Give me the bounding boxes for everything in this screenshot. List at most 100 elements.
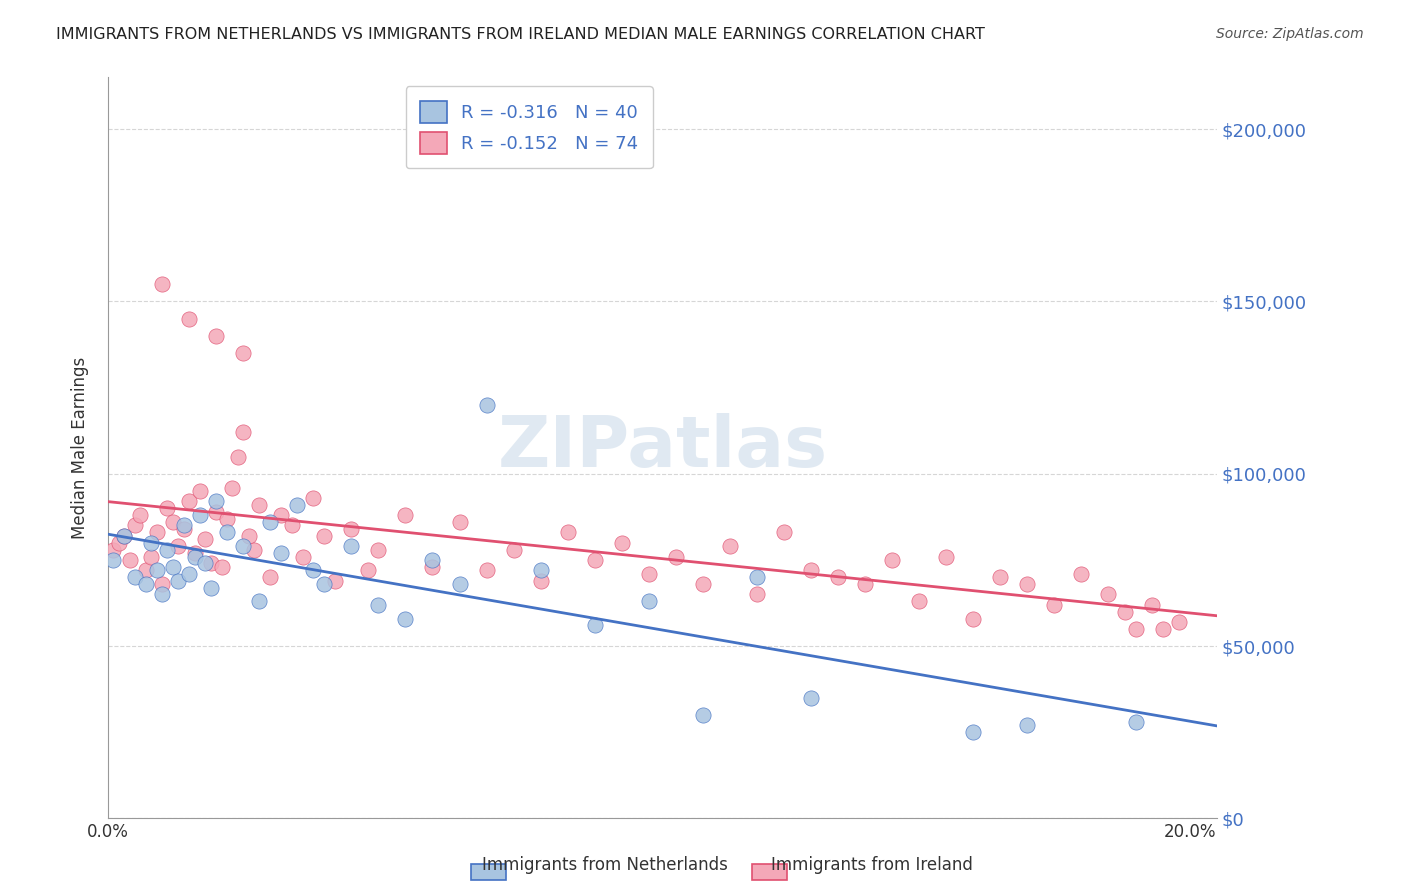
Point	[637, 594, 659, 608]
Point	[150, 587, 173, 601]
Point	[475, 398, 498, 412]
Point	[194, 557, 217, 571]
Point	[1167, 615, 1189, 629]
Y-axis label: Median Male Earnings: Median Male Earnings	[72, 357, 89, 539]
Point	[215, 511, 238, 525]
Point	[150, 277, 173, 292]
Point	[745, 570, 768, 584]
Point	[232, 346, 254, 360]
Point	[107, 535, 129, 549]
Point	[215, 525, 238, 540]
Point	[583, 618, 606, 632]
Point	[188, 483, 211, 498]
Point	[827, 570, 849, 584]
Point	[129, 508, 152, 523]
Point	[367, 542, 389, 557]
Point	[962, 611, 984, 625]
Point	[475, 563, 498, 577]
Point	[1114, 605, 1136, 619]
Point	[205, 505, 228, 519]
Point	[270, 508, 292, 523]
Point	[162, 515, 184, 529]
Point	[156, 542, 179, 557]
Point	[314, 577, 336, 591]
Point	[340, 522, 363, 536]
Point	[156, 501, 179, 516]
Point	[583, 553, 606, 567]
Point	[103, 542, 125, 557]
Point	[637, 566, 659, 581]
Point	[211, 559, 233, 574]
Point	[718, 539, 741, 553]
Point	[141, 535, 163, 549]
Point	[162, 559, 184, 574]
Point	[167, 539, 190, 553]
Point	[422, 553, 444, 567]
Point	[314, 529, 336, 543]
Point	[665, 549, 688, 564]
Point	[167, 574, 190, 588]
Point	[173, 518, 195, 533]
Point	[449, 577, 471, 591]
Point	[853, 577, 876, 591]
Point	[188, 508, 211, 523]
Point	[150, 577, 173, 591]
Point	[249, 594, 271, 608]
Point	[291, 549, 314, 564]
Point	[356, 563, 378, 577]
Point	[908, 594, 931, 608]
Point	[422, 559, 444, 574]
Text: Immigrants from Ireland: Immigrants from Ireland	[770, 856, 973, 874]
Point	[935, 549, 957, 564]
Point	[259, 570, 281, 584]
Point	[141, 549, 163, 564]
Point	[285, 498, 308, 512]
Point	[1140, 598, 1163, 612]
Point	[1070, 566, 1092, 581]
Point	[112, 529, 135, 543]
Point	[238, 529, 260, 543]
Point	[135, 577, 157, 591]
Point	[124, 518, 146, 533]
Point	[1125, 714, 1147, 729]
Point	[1152, 622, 1174, 636]
Point	[302, 563, 325, 577]
Point	[259, 515, 281, 529]
Point	[226, 450, 249, 464]
Point	[270, 546, 292, 560]
Text: Immigrants from Netherlands: Immigrants from Netherlands	[482, 856, 727, 874]
Point	[394, 611, 416, 625]
Point	[530, 574, 553, 588]
Point	[1017, 577, 1039, 591]
Point	[692, 708, 714, 723]
Point	[745, 587, 768, 601]
Point	[249, 498, 271, 512]
Point	[610, 535, 633, 549]
Point	[281, 518, 304, 533]
Point	[988, 570, 1011, 584]
Point	[135, 563, 157, 577]
Point	[449, 515, 471, 529]
Text: Source: ZipAtlas.com: Source: ZipAtlas.com	[1216, 27, 1364, 41]
Point	[200, 581, 222, 595]
Point	[323, 574, 346, 588]
Point	[800, 563, 823, 577]
Point	[179, 566, 201, 581]
Point	[112, 529, 135, 543]
Point	[1017, 718, 1039, 732]
Point	[1043, 598, 1066, 612]
Point	[773, 525, 796, 540]
Point	[232, 425, 254, 440]
Point	[124, 570, 146, 584]
Point	[205, 494, 228, 508]
Point	[221, 481, 243, 495]
Text: IMMIGRANTS FROM NETHERLANDS VS IMMIGRANTS FROM IRELAND MEDIAN MALE EARNINGS CORR: IMMIGRANTS FROM NETHERLANDS VS IMMIGRANT…	[56, 27, 986, 42]
Point	[962, 725, 984, 739]
Point	[302, 491, 325, 505]
Point	[1097, 587, 1119, 601]
Point	[340, 539, 363, 553]
Point	[183, 546, 205, 560]
Legend: R = -0.316   N = 40, R = -0.152   N = 74: R = -0.316 N = 40, R = -0.152 N = 74	[405, 87, 652, 169]
Point	[367, 598, 389, 612]
Point	[557, 525, 579, 540]
